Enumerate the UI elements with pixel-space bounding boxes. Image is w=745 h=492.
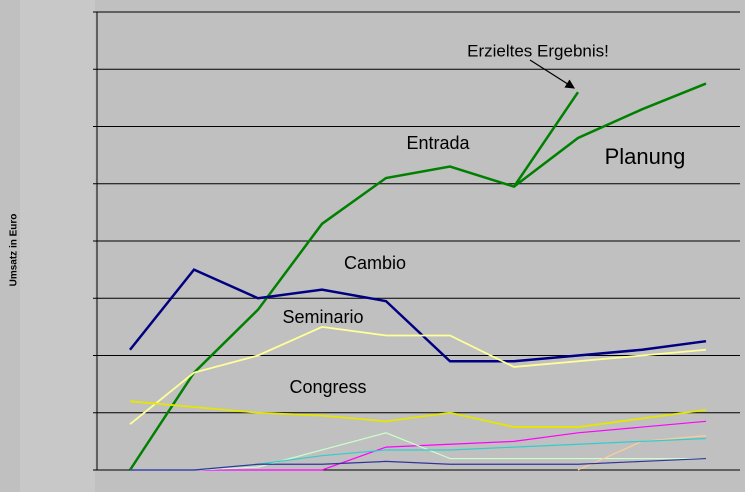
line-series [130, 437, 707, 471]
annotation: Cambio [344, 253, 406, 273]
annotation: Entrada [406, 133, 470, 153]
y-axis-label: Umsatz in Euro [9, 214, 20, 287]
line-series [129, 268, 707, 363]
annotation: Planung [605, 144, 686, 169]
axis-panel [20, 0, 95, 492]
line-series [512, 91, 580, 188]
annotation: Congress [289, 377, 366, 397]
line-series [129, 400, 707, 428]
line-series [129, 325, 707, 425]
line-series [128, 82, 707, 471]
line-series [130, 432, 706, 471]
line-series [130, 457, 707, 471]
annotation: Seminario [282, 307, 363, 327]
annotation-arrow [529, 59, 576, 89]
annotation: Erzieltes Ergebnis! [467, 41, 609, 60]
